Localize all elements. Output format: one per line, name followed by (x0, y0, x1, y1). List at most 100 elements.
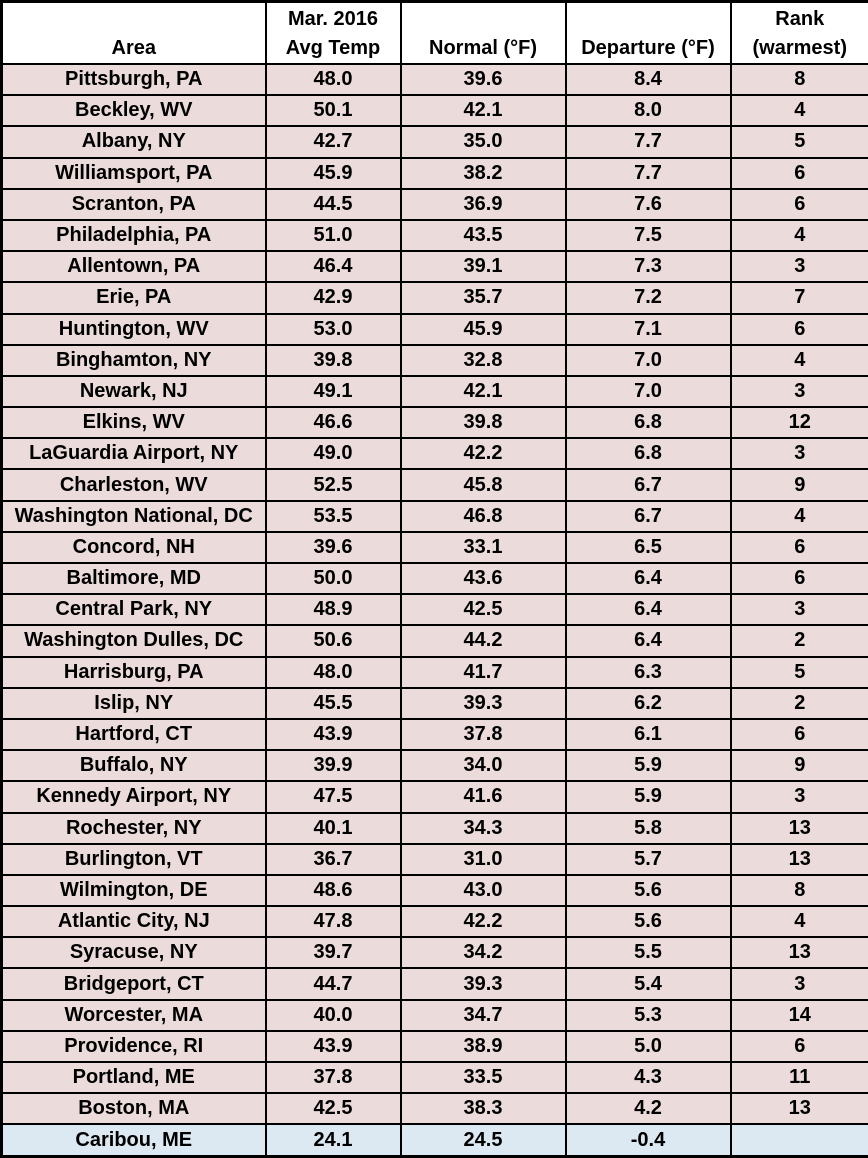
cell-normal: 46.8 (399, 499, 567, 533)
table-row: Burlington, VT 36.7 31.0 5.7 13 (0, 842, 868, 876)
column-header-normal: Normal (°F) (399, 0, 567, 65)
table-row: Binghamton, NY 39.8 32.8 7.0 4 (0, 343, 868, 377)
cell-rank: 2 (729, 624, 868, 658)
cell-normal: 39.8 (399, 406, 567, 440)
cell-normal: 34.2 (399, 936, 567, 970)
cell-normal: 24.5 (399, 1123, 567, 1158)
cell-departure: 6.3 (564, 655, 732, 689)
table-row: Concord, NH 39.6 33.1 6.5 6 (0, 530, 868, 565)
cell-avg-temp: 45.5 (264, 686, 402, 720)
cell-departure: 8.4 (564, 62, 732, 97)
cell-normal: 43.6 (399, 561, 567, 596)
cell-area: Burlington, VT (0, 842, 267, 876)
cell-avg-temp: 40.0 (264, 998, 402, 1032)
cell-area: Charleston, WV (0, 468, 267, 502)
cell-departure: 7.2 (564, 281, 732, 315)
cell-departure: 5.8 (564, 811, 732, 845)
cell-departure: 5.7 (564, 842, 732, 876)
cell-normal: 37.8 (399, 717, 567, 752)
cell-avg-temp: 48.0 (264, 62, 402, 97)
column-header-departure: Departure (°F) (564, 0, 732, 65)
cell-avg-temp: 44.5 (264, 187, 402, 221)
cell-area: Allentown, PA (0, 250, 267, 284)
table-row: Huntington, WV 53.0 45.9 7.1 6 (0, 312, 868, 346)
cell-rank: 6 (729, 1029, 868, 1064)
cell-normal: 39.3 (399, 686, 567, 720)
cell-avg-temp: 48.6 (264, 873, 402, 908)
cell-normal: 45.8 (399, 468, 567, 502)
cell-avg-temp: 39.9 (264, 749, 402, 783)
cell-rank: 4 (729, 905, 868, 939)
cell-rank: 7 (729, 281, 868, 315)
cell-normal: 38.3 (399, 1092, 567, 1126)
table-row: Bridgeport, CT 44.7 39.3 5.4 3 (0, 967, 868, 1001)
cell-rank: 3 (729, 780, 868, 814)
table-row: Philadelphia, PA 51.0 43.5 7.5 4 (0, 218, 868, 253)
cell-avg-temp: 37.8 (264, 1060, 402, 1095)
cell-normal: 35.0 (399, 125, 567, 159)
cell-departure: 7.3 (564, 250, 732, 284)
table-row: Harrisburg, PA 48.0 41.7 6.3 5 (0, 655, 868, 689)
cell-rank: 13 (729, 936, 868, 970)
table-row: Albany, NY 42.7 35.0 7.7 5 (0, 125, 868, 159)
table-row: Beckley, WV 50.1 42.1 8.0 4 (0, 94, 868, 128)
cell-departure: 6.7 (564, 468, 732, 502)
table-row: Syracuse, NY 39.7 34.2 5.5 13 (0, 936, 868, 970)
cell-avg-temp: 45.9 (264, 156, 402, 190)
table-body: Pittsburgh, PA 48.0 39.6 8.4 8 Beckley, WV 50.… (0, 62, 868, 1158)
cell-normal: 35.7 (399, 281, 567, 315)
cell-normal: 42.5 (399, 593, 567, 627)
cell-avg-temp: 51.0 (264, 218, 402, 253)
cell-area: Elkins, WV (0, 406, 267, 440)
cell-avg-temp: 48.9 (264, 593, 402, 627)
table-row: Hartford, CT 43.9 37.8 6.1 6 (0, 717, 868, 752)
cell-departure: -0.4 (564, 1123, 732, 1158)
cell-avg-temp: 46.6 (264, 406, 402, 440)
cell-avg-temp: 39.8 (264, 343, 402, 377)
column-header-avg-temp-label: Mar. 2016 Avg Temp (285, 8, 381, 59)
table-row: Wilmington, DE 48.6 43.0 5.6 8 (0, 873, 868, 908)
cell-normal: 41.7 (399, 655, 567, 689)
table-row: Scranton, PA 44.5 36.9 7.6 6 (0, 187, 868, 221)
cell-rank: 3 (729, 374, 868, 409)
cell-avg-temp: 42.9 (264, 281, 402, 315)
cell-area: Buffalo, NY (0, 749, 267, 783)
cell-avg-temp: 24.1 (264, 1123, 402, 1158)
column-header-departure-label: Departure (°F) (581, 37, 715, 59)
cell-normal: 39.3 (399, 967, 567, 1001)
cell-area: Philadelphia, PA (0, 218, 267, 253)
cell-area: Washington Dulles, DC (0, 624, 267, 658)
cell-area: Scranton, PA (0, 187, 267, 221)
cell-area: Binghamton, NY (0, 343, 267, 377)
cell-rank: 5 (729, 125, 868, 159)
cell-rank: 6 (729, 561, 868, 596)
cell-departure: 8.0 (564, 94, 732, 128)
table-row: Washington Dulles, DC 50.6 44.2 6.4 2 (0, 624, 868, 658)
cell-area: Washington National, DC (0, 499, 267, 533)
cell-area: Williamsport, PA (0, 156, 267, 190)
cell-departure: 6.4 (564, 561, 732, 596)
cell-normal: 38.2 (399, 156, 567, 190)
cell-rank: 3 (729, 593, 868, 627)
cell-avg-temp: 39.7 (264, 936, 402, 970)
table-header: Area Mar. 2016 Avg Temp Normal (°F) Depa… (0, 0, 868, 65)
cell-normal: 39.1 (399, 250, 567, 284)
cell-area: Providence, RI (0, 1029, 267, 1064)
cell-departure: 7.7 (564, 156, 732, 190)
cell-area: Beckley, WV (0, 94, 267, 128)
cell-departure: 5.4 (564, 967, 732, 1001)
table-row: Charleston, WV 52.5 45.8 6.7 9 (0, 468, 868, 502)
cell-departure: 6.8 (564, 406, 732, 440)
cell-rank: 8 (729, 873, 868, 908)
table-row: Kennedy Airport, NY 47.5 41.6 5.9 3 (0, 780, 868, 814)
cell-avg-temp: 52.5 (264, 468, 402, 502)
cell-avg-temp: 50.0 (264, 561, 402, 596)
cell-departure: 6.5 (564, 530, 732, 565)
cell-rank: 3 (729, 437, 868, 471)
table-row: Newark, NJ 49.1 42.1 7.0 3 (0, 374, 868, 409)
cell-area: Baltimore, MD (0, 561, 267, 596)
cell-avg-temp: 47.5 (264, 780, 402, 814)
cell-departure: 6.2 (564, 686, 732, 720)
cell-rank: 4 (729, 499, 868, 533)
cell-normal: 31.0 (399, 842, 567, 876)
